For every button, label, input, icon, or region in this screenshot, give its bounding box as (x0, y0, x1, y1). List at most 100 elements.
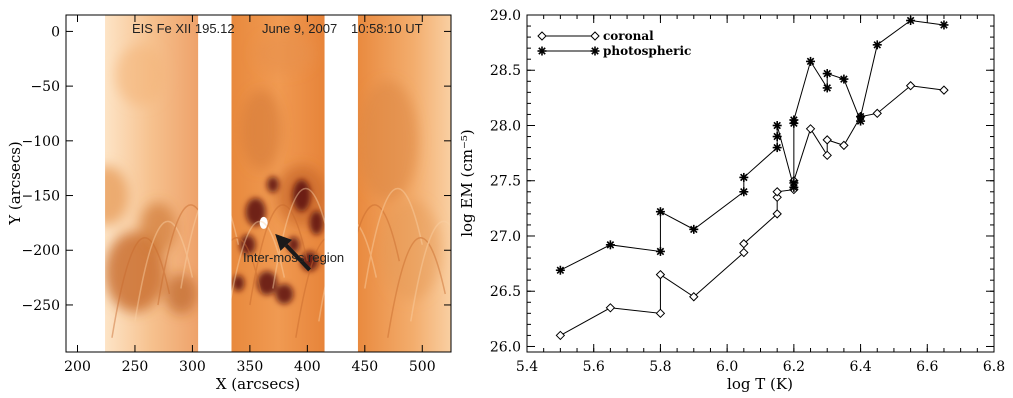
emission-blob (357, 80, 418, 201)
image-y-tick-label: −200 (22, 243, 60, 259)
series-coronal (555, 81, 949, 341)
coronal-loop (387, 237, 446, 338)
photospheric-point (806, 56, 816, 66)
plot-x-tick-label: 5.6 (583, 359, 605, 375)
plot-y-tick-label: 27.5 (490, 174, 521, 190)
image-y-tick-label: −150 (22, 189, 60, 205)
plot-x-tick-label: 6.4 (849, 359, 871, 375)
photospheric-point (739, 172, 749, 182)
time-annotation: 10:58:10 UT (351, 21, 423, 36)
legend-entry-coronal: coronal (537, 29, 654, 43)
coronal-point (905, 81, 916, 91)
image-x-tick-label: 350 (237, 359, 264, 375)
emission-blob (380, 200, 441, 301)
coronal-point (839, 140, 849, 151)
moss-patch (245, 197, 266, 226)
emission-blob (115, 45, 166, 106)
emission-blob (241, 89, 282, 170)
photospheric-point (739, 187, 749, 197)
coronal-loop (410, 220, 451, 322)
coronal-point (939, 85, 949, 95)
image-y-ticks: 0 −50 −100 −150 −200 −250 (22, 24, 451, 314)
photospheric-point (655, 246, 665, 256)
date-annotation: June 9, 2007 (262, 21, 337, 36)
image-x-tick-label: 500 (409, 359, 436, 375)
image-x-tick-label: 200 (64, 359, 91, 375)
plot-y-tick-label: 26.0 (490, 339, 521, 355)
coronal-point (739, 239, 749, 249)
image-x-tick-label: 400 (294, 359, 321, 375)
plot-x-ticks: 5.4 5.6 5.8 6.0 6.2 6.4 6.6 6.8 (516, 15, 1005, 375)
coronal-point (822, 135, 832, 145)
solar-image-panel: 200 250 300 350 400 450 500 0 −50 −100 −150 −200 −2… (6, 14, 452, 393)
emission-blob (164, 274, 197, 315)
coronal-loop (226, 220, 286, 322)
plot-x-tick-label: 6.2 (783, 359, 805, 375)
plot-x-tick-label: 6.0 (716, 359, 738, 375)
photospheric-point (839, 74, 849, 84)
photospheric-point (689, 224, 699, 234)
moss-patch (232, 275, 245, 292)
legend-label: photospheric (603, 44, 691, 58)
photospheric-point (605, 240, 615, 250)
plot-x-tick-label: 5.4 (516, 359, 538, 375)
image-x-tick-label: 450 (351, 359, 378, 375)
inter-moss-label: Inter-moss region (243, 250, 344, 265)
emission-blob (104, 232, 165, 313)
image-x-tick-label: 250 (122, 359, 149, 375)
bright-spot (259, 216, 268, 229)
data-gap-1 (66, 15, 106, 352)
plot-y-tick-label: 28.0 (490, 118, 521, 134)
series-layer (555, 16, 949, 341)
coronal-point (872, 108, 882, 119)
photospheric-point (772, 143, 782, 153)
legend-marker (590, 31, 600, 41)
coronal-point (689, 292, 699, 302)
image-y-tick-label: −50 (30, 79, 60, 95)
eis-intensity-map (66, 15, 451, 352)
emission-blob (139, 202, 176, 255)
plot-frame (526, 14, 995, 353)
instrument-annotation: EIS Fe XII 195.12 (132, 21, 235, 36)
coronal-point (655, 308, 666, 319)
moss-patch (239, 234, 256, 255)
photospheric-point (822, 69, 832, 79)
image-y-tick-label: 0 (51, 24, 60, 40)
legend-label: coronal (603, 29, 654, 43)
moss-patch (266, 176, 279, 193)
legend-marker (590, 46, 600, 56)
coronal-point (605, 303, 616, 313)
coronal-point (772, 209, 782, 219)
image-x-tick-label: 300 (179, 359, 206, 375)
plot-y-tick-label: 29.0 (490, 8, 521, 24)
coronal-structure (84, 33, 441, 315)
photospheric-point (555, 265, 565, 275)
coronal-loop (364, 187, 424, 289)
photospheric-point (872, 40, 882, 50)
coronal-point (555, 330, 566, 341)
image-x-ticks: 200 250 300 350 400 450 500 (64, 15, 436, 375)
image-y-tick-label: −250 (22, 298, 60, 314)
coronal-loop (249, 204, 309, 306)
coronal-point (805, 124, 816, 134)
plot-x-tick-label: 6.8 (983, 359, 1005, 375)
plot-y-axis-label: log EM (cm⁻⁵) (458, 129, 476, 237)
legend-entry-photospheric: photospheric (537, 44, 691, 58)
arrow-shaft (284, 244, 312, 272)
series-photospheric (555, 16, 949, 275)
coronal-loop (134, 220, 194, 322)
moss-patch (292, 179, 311, 212)
coronal-point (772, 192, 782, 203)
image-y-axis-label: Y (arcsecs) (6, 141, 24, 226)
photospheric-point (789, 178, 799, 188)
photospheric-point (906, 16, 916, 26)
plot-x-tick-label: 5.8 (649, 359, 671, 375)
plot-y-tick-label: 26.5 (490, 284, 521, 300)
moss-patch (257, 271, 278, 296)
inter-moss-arrow (275, 233, 312, 272)
moss-patch (275, 284, 294, 305)
coronal-point (772, 187, 782, 197)
coronal-point (739, 247, 749, 258)
em-plot-panel: 5.4 5.6 5.8 6.0 6.2 6.4 6.6 6.8 26.0 26.5 27.0 27.… (458, 8, 1005, 393)
